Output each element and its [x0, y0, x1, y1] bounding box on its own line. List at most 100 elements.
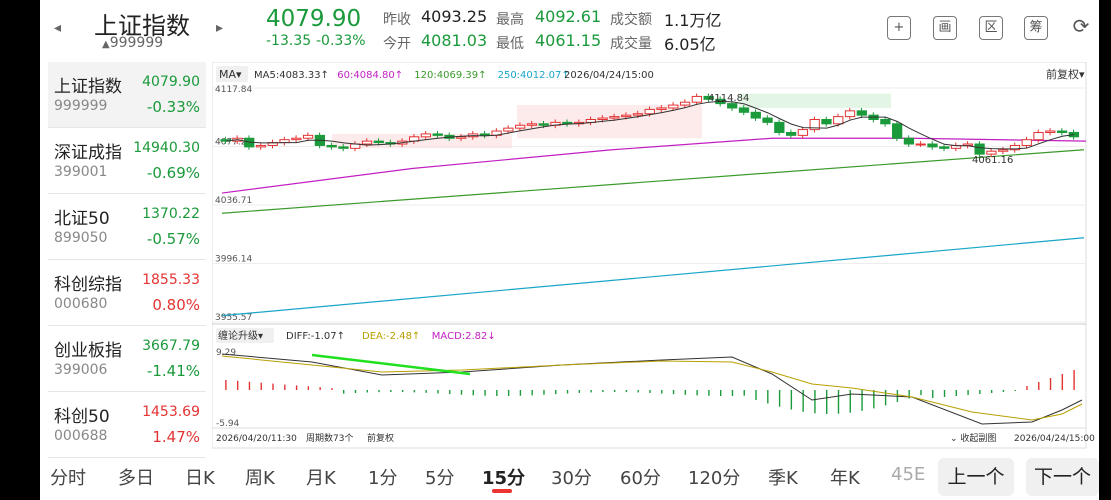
index-change-pct: -0.33% [146, 98, 200, 116]
candle-body [856, 110, 867, 116]
candle-body [844, 110, 856, 118]
tab-5min[interactable]: 5分 [425, 468, 455, 489]
ma-legend-item: 250:4012.07↑ [498, 70, 570, 81]
y-tick-label: 4117.84 [215, 85, 252, 95]
indicator-select[interactable] [216, 66, 248, 82]
candle-body [915, 143, 926, 146]
high-label: 最高 [496, 12, 524, 28]
amount-value: 1.1万亿 [664, 11, 722, 30]
prev-stock-button[interactable]: 上一个 [938, 458, 1014, 496]
tab-15min[interactable]: 15分 [482, 468, 526, 489]
macd-legend-item: MACD:2.82↓ [432, 331, 496, 342]
macd-top-label: 9.29 [216, 348, 236, 358]
tab-60min[interactable]: 60分 [620, 468, 661, 489]
sidebar-item-999999[interactable]: 上证指数 999999 4079.90 -0.33% [48, 62, 206, 128]
tab-45day[interactable]: 45E [891, 464, 926, 485]
chart-datetime: 2026/04/24/15:00 [564, 70, 654, 81]
volume-value: 6.05亿 [664, 35, 716, 54]
sidebar-item-000688[interactable]: 科创50 000688 1453.69 1.47% [48, 392, 206, 458]
candle-body [503, 127, 514, 132]
range-icon[interactable]: 区 [979, 16, 1003, 40]
candle-body [679, 101, 691, 106]
index-price: 4079.90 [142, 74, 200, 90]
sidebar-item-399001[interactable]: 深证成指 399001 14940.30 -0.69% [48, 128, 206, 194]
next-stock-arrow-icon[interactable]: ▸ [216, 20, 224, 36]
sidebar-item-899050[interactable]: 北证50 899050 1370.22 -0.57% [48, 194, 206, 260]
draw-icon[interactable]: 画 [933, 16, 957, 40]
tab-120min[interactable]: 120分 [688, 468, 741, 489]
macd-legend-item: DEA:-2.48↑ [362, 331, 420, 342]
index-list-sidebar: 上证指数 999999 4079.90 -0.33% 深证成指 399001 14940.3… [48, 62, 206, 458]
kline-chart[interactable]: MA▾ MA5:4083.33↑ 60:4084.80↑ 120:4069.39↑ 25… [212, 62, 1098, 450]
candle-body [1009, 144, 1021, 151]
candle-body [291, 137, 302, 141]
index-change-pct: -0.69% [146, 164, 200, 182]
tab-season-k[interactable]: 季K [768, 468, 798, 489]
candle-body [656, 107, 667, 110]
next-stock-button[interactable]: 下一个 [1026, 458, 1099, 496]
candle-body [821, 118, 832, 125]
amount-label: 成交额 [610, 12, 652, 28]
collapse-subchart[interactable]: ⌄ 收起副图 [950, 432, 996, 444]
bullish-zone [739, 93, 891, 108]
candle-body [420, 133, 432, 138]
rotate-screen-icon[interactable]: ⟳ [1072, 14, 1090, 38]
ma-legend-item: MA5:4083.33↑ [254, 70, 329, 81]
candle-body [927, 143, 938, 148]
candle-body [1045, 130, 1056, 133]
screen-left-bezel [0, 0, 40, 500]
start-date: 2026/04/20/11:30 [216, 434, 297, 444]
adjust-footer: 前复权 [367, 432, 394, 444]
sidebar-item-399006[interactable]: 创业板指 399006 3667.79 -1.41% [48, 326, 206, 392]
tab-year-k[interactable]: 年K [830, 468, 860, 489]
tab-multiday[interactable]: 多日 [118, 468, 154, 489]
candle-body [962, 143, 973, 146]
index-price: 1855.33 [142, 272, 200, 288]
candle-body [833, 116, 844, 125]
candle-body [609, 116, 620, 119]
open-label: 今开 [383, 36, 411, 52]
candle-body [526, 123, 538, 126]
volume-label: 成交量 [610, 36, 652, 52]
index-code: 399001 [54, 164, 108, 180]
index-code: 999999 [54, 98, 108, 114]
candle-body [809, 118, 820, 131]
tab-30min[interactable]: 30分 [551, 468, 592, 489]
tab-1min[interactable]: 1分 [368, 468, 398, 489]
high-marker: 4114.84 [708, 93, 749, 104]
candle-body [479, 133, 490, 136]
candle-body [974, 143, 985, 155]
tab-month-k[interactable]: 月K [306, 468, 336, 489]
sidebar-item-000680[interactable]: 科创综指 000680 1855.33 0.80% [48, 260, 206, 326]
candle-body [738, 107, 750, 113]
prev-close-value: 4093.25 [421, 7, 488, 26]
sub-indicator-select[interactable] [216, 328, 274, 343]
candle-body [621, 114, 632, 118]
candle-body [691, 95, 703, 103]
add-icon[interactable]: + [887, 16, 911, 40]
end-date: 2026/04/24/15:00 [1014, 434, 1095, 444]
candle-body [632, 113, 644, 116]
candle-body [892, 123, 903, 139]
candle-body [1056, 130, 1068, 133]
tab-day-k[interactable]: 日K [185, 468, 215, 489]
ma5-line [225, 100, 1075, 150]
candle-body [750, 111, 761, 119]
tab-week-k[interactable]: 周K [245, 468, 275, 489]
period-tab-bar: 分时 多日 日K 周K 月K 1分 5分 15分 30分 60分 120分 季K… [40, 456, 1099, 500]
candle-body [538, 123, 549, 126]
chip-icon[interactable]: 筹 [1024, 16, 1048, 40]
index-name: 科创综指 [54, 275, 122, 295]
adjust-mode[interactable]: 前复权▾ [1046, 67, 1085, 81]
index-price: 1453.69 [142, 404, 200, 420]
index-change-pct: -1.41% [146, 362, 200, 380]
low-value: 4061.15 [535, 31, 602, 50]
index-code: 399006 [54, 362, 108, 378]
prev-stock-arrow-icon[interactable]: ◂ [54, 20, 62, 36]
index-change-pct: 0.80% [152, 296, 200, 314]
screen-right-bezel [1099, 0, 1111, 500]
high-value: 4092.61 [535, 7, 602, 26]
index-name: 深证成指 [54, 143, 122, 163]
tab-timeshare[interactable]: 分时 [50, 468, 86, 489]
low-label: 最低 [496, 36, 524, 52]
